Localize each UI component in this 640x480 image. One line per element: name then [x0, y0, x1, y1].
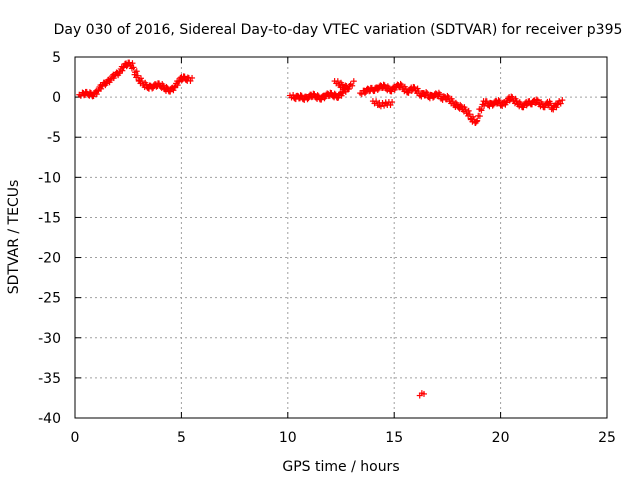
x-tick-label: 5 — [177, 430, 186, 446]
data-points — [76, 59, 566, 399]
data-point — [340, 82, 353, 92]
y-tick-label: -15 — [38, 210, 61, 226]
y-tick-label: -10 — [38, 170, 61, 186]
y-tick-label: -20 — [38, 251, 61, 267]
data-point — [131, 71, 144, 83]
data-point — [376, 99, 389, 110]
y-tick-label: 5 — [52, 50, 61, 66]
x-tick-label: 20 — [492, 430, 510, 446]
x-tick-label: 0 — [71, 430, 80, 446]
grid-layer — [75, 57, 607, 418]
x-tick-label: 15 — [385, 430, 403, 446]
tick-layer: 0 5 10 15 20 25 5 0 -5 -10 -15 -20 -25 -30 -35 -40 — [38, 50, 616, 446]
data-point — [552, 97, 566, 108]
y-tick-label: 0 — [52, 90, 61, 106]
y-tick-label: -35 — [38, 371, 61, 387]
y-tick-label: -40 — [38, 411, 61, 427]
y-tick-label: -30 — [38, 331, 61, 347]
x-tick-label: 25 — [598, 430, 616, 446]
data-point — [420, 390, 427, 397]
plot-frame — [74, 56, 608, 419]
y-tick-label: -25 — [38, 291, 61, 307]
y-axis-label: SDTVAR / TECUs — [6, 180, 22, 295]
data-point — [182, 74, 196, 84]
x-tick-label: 10 — [279, 430, 297, 446]
data-point — [382, 99, 396, 109]
x-axis-label: GPS time / hours — [282, 459, 399, 475]
y-tick-label: -5 — [47, 130, 61, 146]
chart-title: Day 030 of 2016, Sidereal Day-to-day VTE… — [54, 22, 623, 38]
